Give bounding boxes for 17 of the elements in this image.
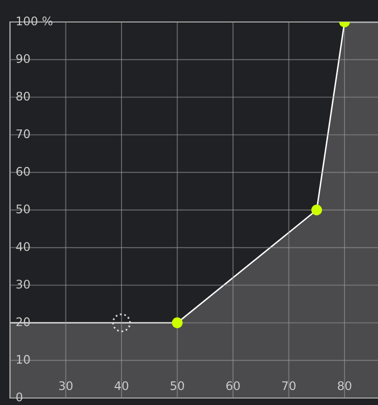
y-tick-label: 90	[16, 54, 30, 64]
point	[311, 204, 322, 216]
y-tick-label: 50	[16, 204, 30, 214]
y-tick-label: 60	[16, 166, 30, 176]
x-tick-label: 80	[338, 381, 352, 390]
x-tick-label: 40	[114, 381, 128, 390]
x-tick-label: 30	[59, 381, 72, 390]
x-tick-label: 50	[170, 381, 184, 390]
y-tick-label: 70	[16, 129, 30, 138]
x-tick-label: 60	[226, 381, 240, 390]
y-tick-label: 30	[16, 280, 30, 289]
y-tick-label: 40	[16, 242, 30, 252]
x-tick-label: 70	[282, 381, 296, 390]
y-tick-label: 80	[16, 92, 30, 101]
point	[112, 313, 131, 332]
point	[172, 317, 183, 328]
y-tick-label: 10	[16, 354, 30, 364]
